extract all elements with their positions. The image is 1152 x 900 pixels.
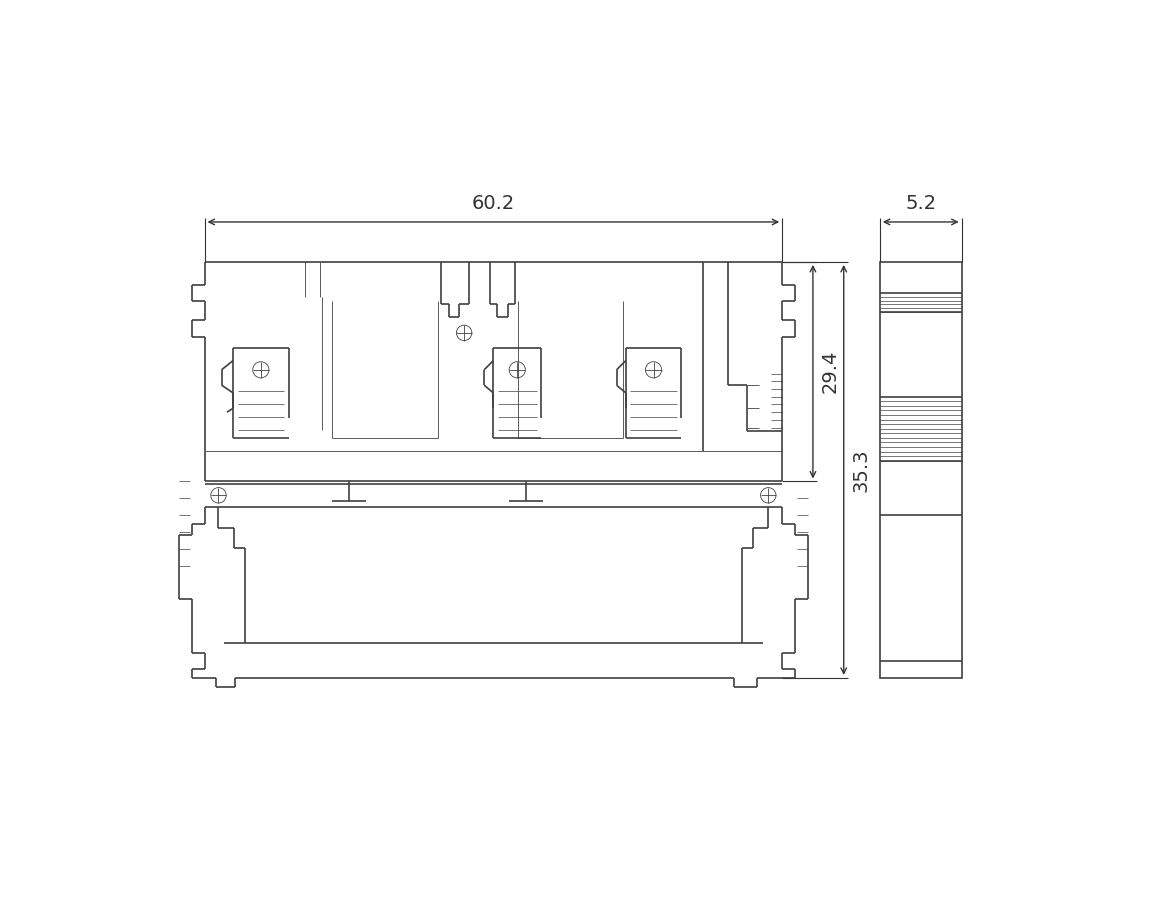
Text: 5.2: 5.2 (905, 194, 937, 212)
Text: 60.2: 60.2 (472, 194, 515, 212)
Bar (880, 262, 962, 678)
Text: 29.4: 29.4 (820, 350, 840, 393)
Text: 35.3: 35.3 (851, 448, 871, 491)
